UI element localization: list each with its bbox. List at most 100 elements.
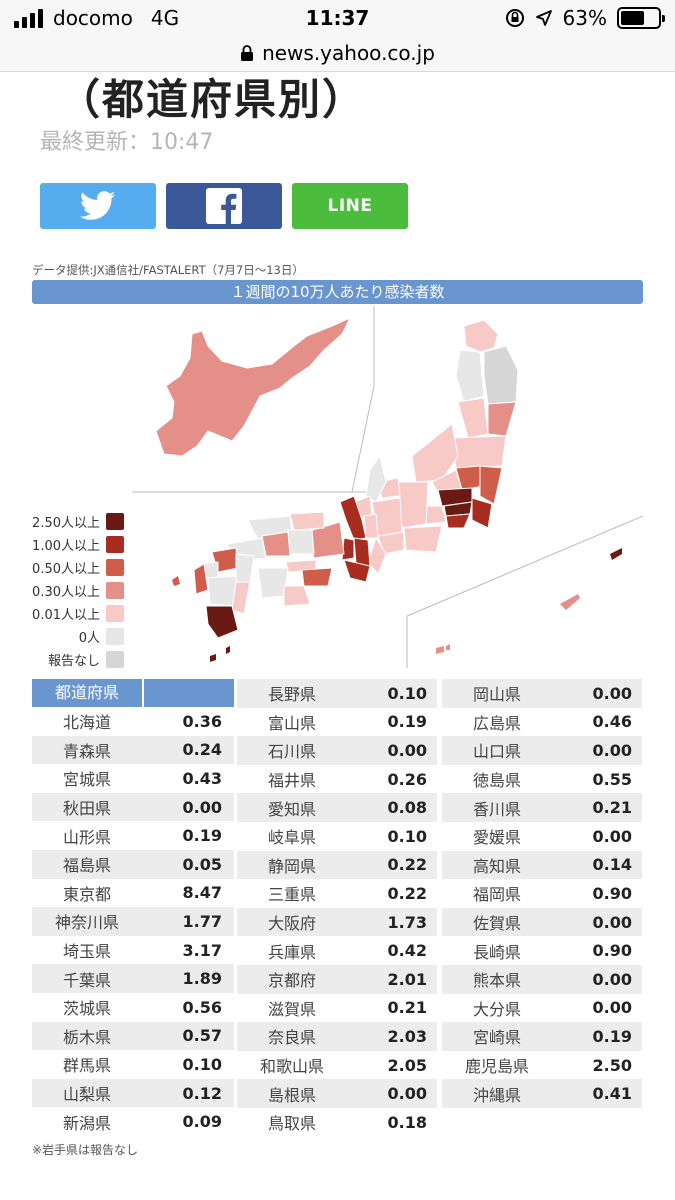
region-yamagata: [457, 397, 489, 439]
facebook-share-button[interactable]: [166, 183, 282, 229]
table-row: 新潟県 0.09: [32, 1107, 234, 1136]
table-row: 広島県 0.46: [442, 708, 642, 737]
prefecture-name: 香川県: [472, 799, 521, 819]
prefecture-name: 長崎県: [472, 942, 521, 962]
table-row: 福岡県 0.90: [442, 879, 642, 908]
network-label: 4G: [150, 6, 180, 30]
table-row: 福井県 0.26: [237, 765, 437, 794]
legend-label: 0.01人以上: [32, 608, 100, 623]
table-row: 石川県 0.00: [237, 736, 437, 765]
table-row: 群馬県 0.10: [32, 1050, 234, 1079]
legend-label: 報告なし: [47, 654, 100, 669]
cases-per-100k: 0.08: [387, 798, 427, 818]
table-row: 茨城県 0.56: [32, 993, 234, 1022]
prefecture-name: 高知県: [472, 856, 521, 876]
address-field[interactable]: news.yahoo.co.jp: [0, 38, 675, 68]
prefecture-name: 大阪府: [267, 914, 316, 934]
table-row: 山形県 0.19: [32, 821, 234, 850]
region-mie: [367, 536, 387, 575]
legend-swatch: [106, 582, 124, 599]
japan-choropleth-map: [132, 306, 643, 668]
table-row: 山梨県 0.12: [32, 1078, 234, 1108]
region-shiga: [363, 513, 379, 539]
legend-swatch: [106, 513, 124, 530]
cases-per-100k: 2.01: [387, 969, 427, 989]
table-row: 鳥取県 0.18: [237, 1108, 437, 1137]
region-fukushima: [451, 435, 507, 469]
region-kagoshima: [205, 605, 239, 639]
line-share-button[interactable]: LINE: [292, 183, 408, 229]
region-shizuoka: [403, 525, 443, 553]
cases-per-100k: 0.09: [182, 1112, 222, 1132]
table-row: 宮城県 0.43: [32, 764, 234, 793]
cases-per-100k: 0.24: [182, 740, 222, 760]
prefecture-name: 岡山県: [472, 685, 521, 705]
cases-per-100k: 0.19: [182, 826, 222, 846]
cases-per-100k: 2.50: [592, 1055, 632, 1075]
cases-per-100k: 0.05: [182, 854, 222, 874]
cases-per-100k: 0.18: [387, 1112, 427, 1132]
twitter-bird-icon: [80, 191, 116, 220]
prefecture-name: 長野県: [267, 685, 316, 705]
prefecture-name: 富山県: [267, 713, 316, 733]
legend-label: 1.00人以上: [32, 539, 100, 554]
prefecture-name: 石川県: [267, 742, 316, 762]
facebook-f-icon: [206, 188, 242, 224]
status-bar: docomo 4G 11:37 63%: [0, 0, 675, 38]
legend-item: 0.50人以上: [32, 556, 124, 579]
prefecture-name: 秋田県: [62, 799, 111, 819]
cases-per-100k: 1.77: [182, 911, 222, 931]
prefecture-name: 広島県: [472, 713, 521, 733]
location-arrow-icon: [535, 10, 552, 26]
footnote: ※岩手県は報告なし: [32, 1143, 139, 1157]
region-nagano: [397, 481, 429, 529]
table-row: 愛媛県 0.00: [442, 822, 642, 851]
prefecture-name: 山形県: [62, 827, 111, 847]
table-row: 愛知県 0.08: [237, 793, 437, 822]
table-row: 島根県 0.00: [237, 1079, 437, 1108]
prefecture-name: 鹿児島県: [464, 1057, 529, 1077]
prefecture-name: 愛媛県: [472, 828, 521, 848]
cases-per-100k: 0.00: [387, 740, 427, 760]
twitter-share-button[interactable]: [40, 183, 156, 229]
table-row: 滋賀県 0.21: [237, 994, 437, 1023]
clock: 11:37: [305, 6, 370, 30]
region-miyazaki: [231, 581, 251, 615]
table-row: 鹿児島県 2.50: [442, 1051, 642, 1080]
prefecture-name: 福岡県: [472, 885, 521, 905]
table-row: 秋田県 0.00: [32, 792, 234, 822]
status-left: docomo 4G: [14, 6, 179, 30]
cases-per-100k: 0.36: [182, 711, 222, 731]
cases-per-100k: 0.19: [592, 1026, 632, 1046]
cases-per-100k: 0.46: [592, 712, 632, 732]
header-prefecture: 都道府県: [32, 679, 142, 707]
legend-swatch: [106, 628, 124, 645]
prefecture-name: 島根県: [267, 1085, 316, 1105]
prefecture-name: 宮崎県: [472, 1028, 521, 1048]
prefecture-name: 大分県: [472, 999, 521, 1019]
cases-per-100k: 0.55: [592, 769, 632, 789]
table-row: 京都府 2.01: [237, 964, 437, 994]
table-row: 奈良県 2.03: [237, 1022, 437, 1051]
table-row: 三重県 0.22: [237, 879, 437, 908]
cases-per-100k: 0.10: [182, 1054, 222, 1074]
prefecture-table-col-2: 長野県 0.10 富山県 0.19 石川県 0.00 福井県 0.26 愛知県 0.08 岐阜県 0.…: [237, 679, 437, 1137]
prefecture-name: 東京都: [62, 884, 111, 904]
legend-item: 0.01人以上: [32, 602, 124, 625]
cases-per-100k: 0.22: [387, 883, 427, 903]
url-bar[interactable]: news.yahoo.co.jp: [0, 38, 675, 72]
table-row: 長野県 0.10: [237, 679, 437, 708]
prefecture-name: 栃木県: [62, 1027, 111, 1047]
table-row: 大分県 0.00: [442, 994, 642, 1023]
prefecture-name: 宮城県: [62, 770, 111, 790]
cases-per-100k: 0.00: [592, 826, 632, 846]
prefecture-name: 兵庫県: [267, 942, 316, 962]
cases-per-100k: 0.42: [387, 941, 427, 961]
cases-per-100k: 0.90: [592, 941, 632, 961]
legend-label: 0.30人以上: [32, 585, 100, 600]
region-wakayama: [343, 559, 371, 583]
signal-strength-icon: [14, 8, 43, 28]
table-row: 長崎県 0.90: [442, 936, 642, 965]
table-row: 岐阜県 0.10: [237, 822, 437, 851]
region-nagasaki: [193, 563, 209, 595]
